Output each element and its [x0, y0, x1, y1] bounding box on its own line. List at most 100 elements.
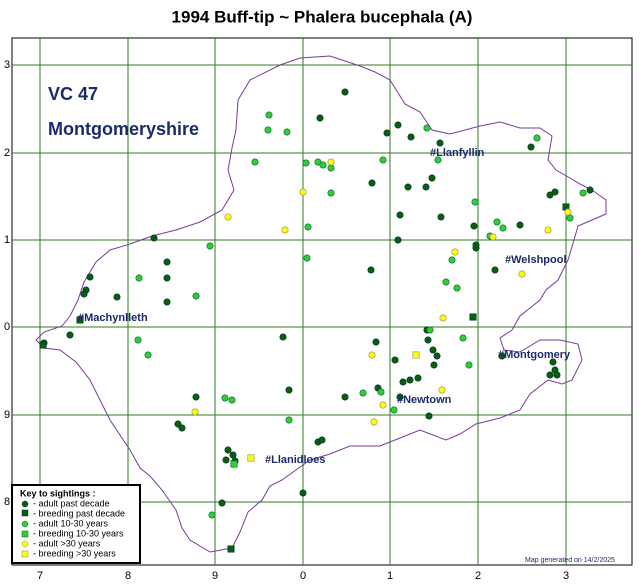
- sighting-marker: [499, 224, 507, 232]
- sighting-marker: [229, 451, 237, 459]
- sighting-marker: [491, 266, 499, 274]
- sighting-marker: [327, 158, 335, 166]
- sighting-marker: [191, 408, 199, 416]
- sighting-marker: [230, 460, 238, 468]
- sighting-marker: [66, 331, 74, 339]
- sighting-marker: [442, 278, 450, 286]
- legend-symbol: [21, 540, 29, 548]
- sighting-marker: [265, 111, 273, 119]
- sighting-marker: [377, 388, 385, 396]
- sighting-marker: [549, 358, 557, 366]
- sighting-marker: [396, 393, 404, 401]
- sighting-marker: [192, 292, 200, 300]
- sighting-marker: [471, 198, 479, 206]
- town-label: #Llanfyllin: [430, 147, 485, 159]
- sighting-marker: [426, 326, 434, 334]
- sighting-marker: [163, 274, 171, 282]
- sighting-marker: [178, 424, 186, 432]
- sighting-marker: [566, 214, 574, 222]
- sighting-marker: [407, 133, 415, 141]
- vc-name: Montgomeryshire: [48, 119, 199, 139]
- sighting-marker: [319, 161, 327, 169]
- sighting-marker: [394, 236, 402, 244]
- sighting-marker: [437, 213, 445, 221]
- sighting-marker: [327, 164, 335, 172]
- sighting-marker: [465, 361, 473, 369]
- sighting-marker: [422, 183, 430, 191]
- sighting-marker: [399, 378, 407, 386]
- town-label: #Machynlleth: [78, 312, 148, 324]
- sighting-marker: [318, 436, 326, 444]
- sighting-marker: [429, 346, 437, 354]
- sighting-marker: [469, 313, 477, 321]
- sighting-marker: [546, 371, 554, 379]
- town-label: #Newtown: [397, 394, 452, 406]
- sighting-marker: [518, 270, 526, 278]
- sighting-marker: [341, 393, 349, 401]
- sighting-marker: [379, 401, 387, 409]
- sighting-marker: [406, 376, 414, 384]
- sighting-marker: [383, 129, 391, 137]
- y-grid-label: 9: [4, 409, 10, 421]
- sighting-marker: [439, 314, 447, 322]
- legend-box: [11, 484, 141, 564]
- sighting-marker: [430, 361, 438, 369]
- sighting-marker: [218, 499, 226, 507]
- sighting-marker: [303, 254, 311, 262]
- sighting-marker: [222, 456, 230, 464]
- sighting-marker: [224, 446, 232, 454]
- legend-symbol: [21, 509, 29, 517]
- legend-symbol: [21, 500, 29, 508]
- sighting-marker: [544, 226, 552, 234]
- x-grid-label: 7: [37, 570, 43, 582]
- legend-label: - breeding 10-30 years: [33, 528, 124, 538]
- sighting-marker: [379, 156, 387, 164]
- sighting-marker: [285, 416, 293, 424]
- sighting-marker: [396, 211, 404, 219]
- x-grid-label: 2: [475, 570, 481, 582]
- sighting-marker: [527, 143, 535, 151]
- sighting-marker: [206, 242, 214, 250]
- sighting-marker: [368, 179, 376, 187]
- town-label: #Montgomery: [498, 349, 571, 361]
- x-grid-label: 0: [300, 570, 306, 582]
- map-title: 1994 Buff-tip ~ Phalera bucephala (A): [172, 7, 473, 26]
- sighting-marker: [586, 186, 594, 194]
- legend-label: - adult past decade: [33, 498, 110, 508]
- sighting-marker: [316, 114, 324, 122]
- sighting-marker: [433, 352, 441, 360]
- sighting-marker: [489, 233, 497, 241]
- sighting-marker: [459, 334, 467, 342]
- sighting-marker: [436, 139, 444, 147]
- y-grid-label: 3: [4, 59, 10, 71]
- sighting-marker: [134, 336, 142, 344]
- sighting-marker: [113, 293, 121, 301]
- sighting-marker: [135, 274, 143, 282]
- sighting-marker: [341, 88, 349, 96]
- sighting-marker: [279, 333, 287, 341]
- sighting-marker: [247, 454, 255, 462]
- sighting-marker: [438, 386, 446, 394]
- legend-label: - breeding past decade: [33, 508, 125, 518]
- sighting-marker: [453, 284, 461, 292]
- map-frame: [11, 37, 633, 566]
- sighting-marker: [516, 221, 524, 229]
- sighting-marker: [498, 352, 506, 360]
- sighting-marker: [367, 266, 375, 274]
- legend-symbol: [21, 530, 29, 538]
- sighting-marker: [372, 338, 380, 346]
- sighting-marker: [472, 241, 480, 249]
- sighting-marker: [579, 189, 587, 197]
- sighting-marker: [192, 393, 200, 401]
- sighting-marker: [359, 389, 367, 397]
- sighting-marker: [564, 208, 572, 216]
- sighting-marker: [228, 396, 236, 404]
- legend-symbol: [21, 520, 29, 528]
- footer-note: Map generated on 14/2/2025: [525, 557, 615, 564]
- y-grid-label: 2: [4, 147, 10, 159]
- legend-title: Key to sightings :: [20, 488, 96, 498]
- legend-label: - adult >30 years: [33, 538, 101, 548]
- sighting-marker: [285, 386, 293, 394]
- sighting-marker: [304, 223, 312, 231]
- y-grid-label: 8: [4, 496, 10, 508]
